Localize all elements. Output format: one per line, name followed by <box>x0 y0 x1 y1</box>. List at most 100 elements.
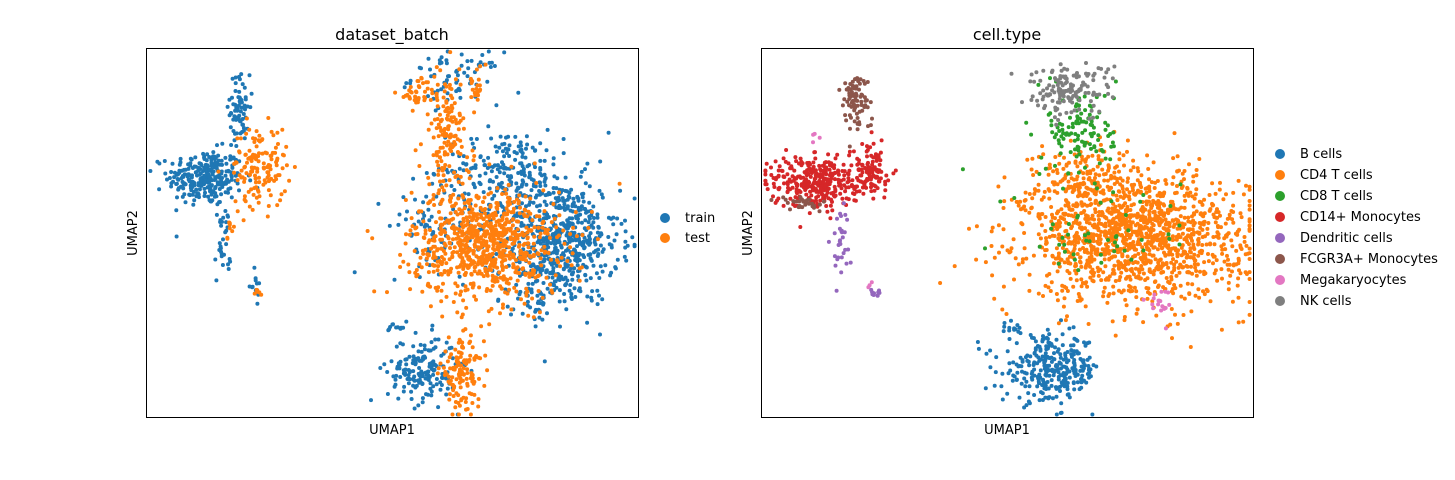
data-point <box>544 148 549 153</box>
data-point <box>1038 236 1043 241</box>
data-point <box>1112 170 1117 175</box>
data-point <box>1066 179 1071 184</box>
data-point <box>601 247 606 252</box>
data-point <box>1064 187 1069 192</box>
data-point <box>174 208 179 213</box>
data-point <box>1221 242 1226 247</box>
data-point <box>990 273 995 278</box>
data-point <box>478 64 483 69</box>
data-point <box>1236 258 1241 263</box>
data-point <box>571 196 576 201</box>
data-point <box>514 151 519 156</box>
data-point <box>483 171 488 176</box>
data-point <box>1020 359 1025 364</box>
data-point <box>540 225 545 230</box>
data-point <box>1109 211 1114 216</box>
data-point <box>1147 194 1152 199</box>
data-point <box>427 284 431 289</box>
data-point <box>1046 112 1051 117</box>
data-point <box>1146 290 1150 295</box>
data-point <box>1169 289 1174 294</box>
data-point <box>1022 198 1027 203</box>
data-point <box>441 365 446 370</box>
data-point <box>564 248 568 253</box>
data-point <box>219 158 224 163</box>
data-point <box>1185 191 1189 196</box>
data-point <box>1139 185 1144 190</box>
data-point <box>1161 232 1166 236</box>
data-point <box>1144 261 1149 265</box>
data-point <box>175 195 179 200</box>
data-point <box>282 189 287 194</box>
data-point <box>465 199 470 204</box>
data-point <box>426 253 431 258</box>
data-point <box>1058 179 1063 184</box>
data-point <box>1243 270 1248 275</box>
data-point <box>1111 144 1116 149</box>
data-point <box>777 164 782 169</box>
data-point <box>1152 245 1157 250</box>
data-point <box>580 233 585 237</box>
data-point <box>445 218 450 223</box>
data-point <box>1098 267 1103 272</box>
data-point <box>1216 225 1221 230</box>
data-point <box>1190 194 1195 199</box>
data-point <box>1079 111 1084 116</box>
data-point <box>1097 210 1102 214</box>
data-point <box>169 184 174 189</box>
data-point <box>477 376 481 381</box>
data-point <box>1065 314 1069 319</box>
data-point <box>529 222 534 227</box>
data-point <box>534 214 539 219</box>
data-point <box>1189 236 1194 241</box>
data-point <box>481 274 486 279</box>
data-point <box>976 346 981 351</box>
data-point <box>589 258 594 262</box>
data-point <box>1066 171 1071 176</box>
data-point <box>457 253 462 258</box>
data-point <box>218 218 223 223</box>
data-point <box>284 144 289 149</box>
data-point <box>431 253 436 258</box>
data-point <box>998 199 1003 204</box>
data-point <box>1057 141 1062 146</box>
data-point <box>426 207 431 212</box>
data-point <box>1079 181 1084 186</box>
data-point <box>511 262 516 267</box>
data-point <box>1173 191 1177 196</box>
data-point <box>1002 199 1007 204</box>
data-point <box>983 246 987 251</box>
data-point <box>1072 361 1077 366</box>
data-point <box>392 384 397 389</box>
data-point <box>538 158 543 163</box>
data-point <box>412 374 417 379</box>
data-point <box>1093 172 1098 177</box>
data-point <box>475 271 480 276</box>
data-point <box>418 255 423 260</box>
data-point <box>1125 179 1130 184</box>
data-point <box>219 178 224 183</box>
data-point <box>1061 364 1066 369</box>
data-point <box>394 325 399 330</box>
data-point <box>539 191 544 196</box>
data-point <box>524 204 528 209</box>
data-point <box>493 210 498 215</box>
data-point <box>1125 254 1130 259</box>
data-point <box>482 383 487 388</box>
data-point <box>1058 215 1063 220</box>
data-point <box>422 224 427 229</box>
data-point <box>420 396 425 401</box>
data-point <box>455 73 460 78</box>
data-point <box>1068 115 1072 120</box>
data-point <box>181 174 186 179</box>
data-point <box>242 197 247 202</box>
data-point <box>1157 243 1162 248</box>
data-point <box>1115 244 1120 249</box>
data-point <box>461 168 466 173</box>
data-point <box>436 337 441 342</box>
data-point <box>505 174 510 179</box>
data-point <box>1075 299 1080 303</box>
data-point <box>528 196 533 201</box>
data-point <box>1012 277 1016 282</box>
data-point <box>563 275 568 280</box>
